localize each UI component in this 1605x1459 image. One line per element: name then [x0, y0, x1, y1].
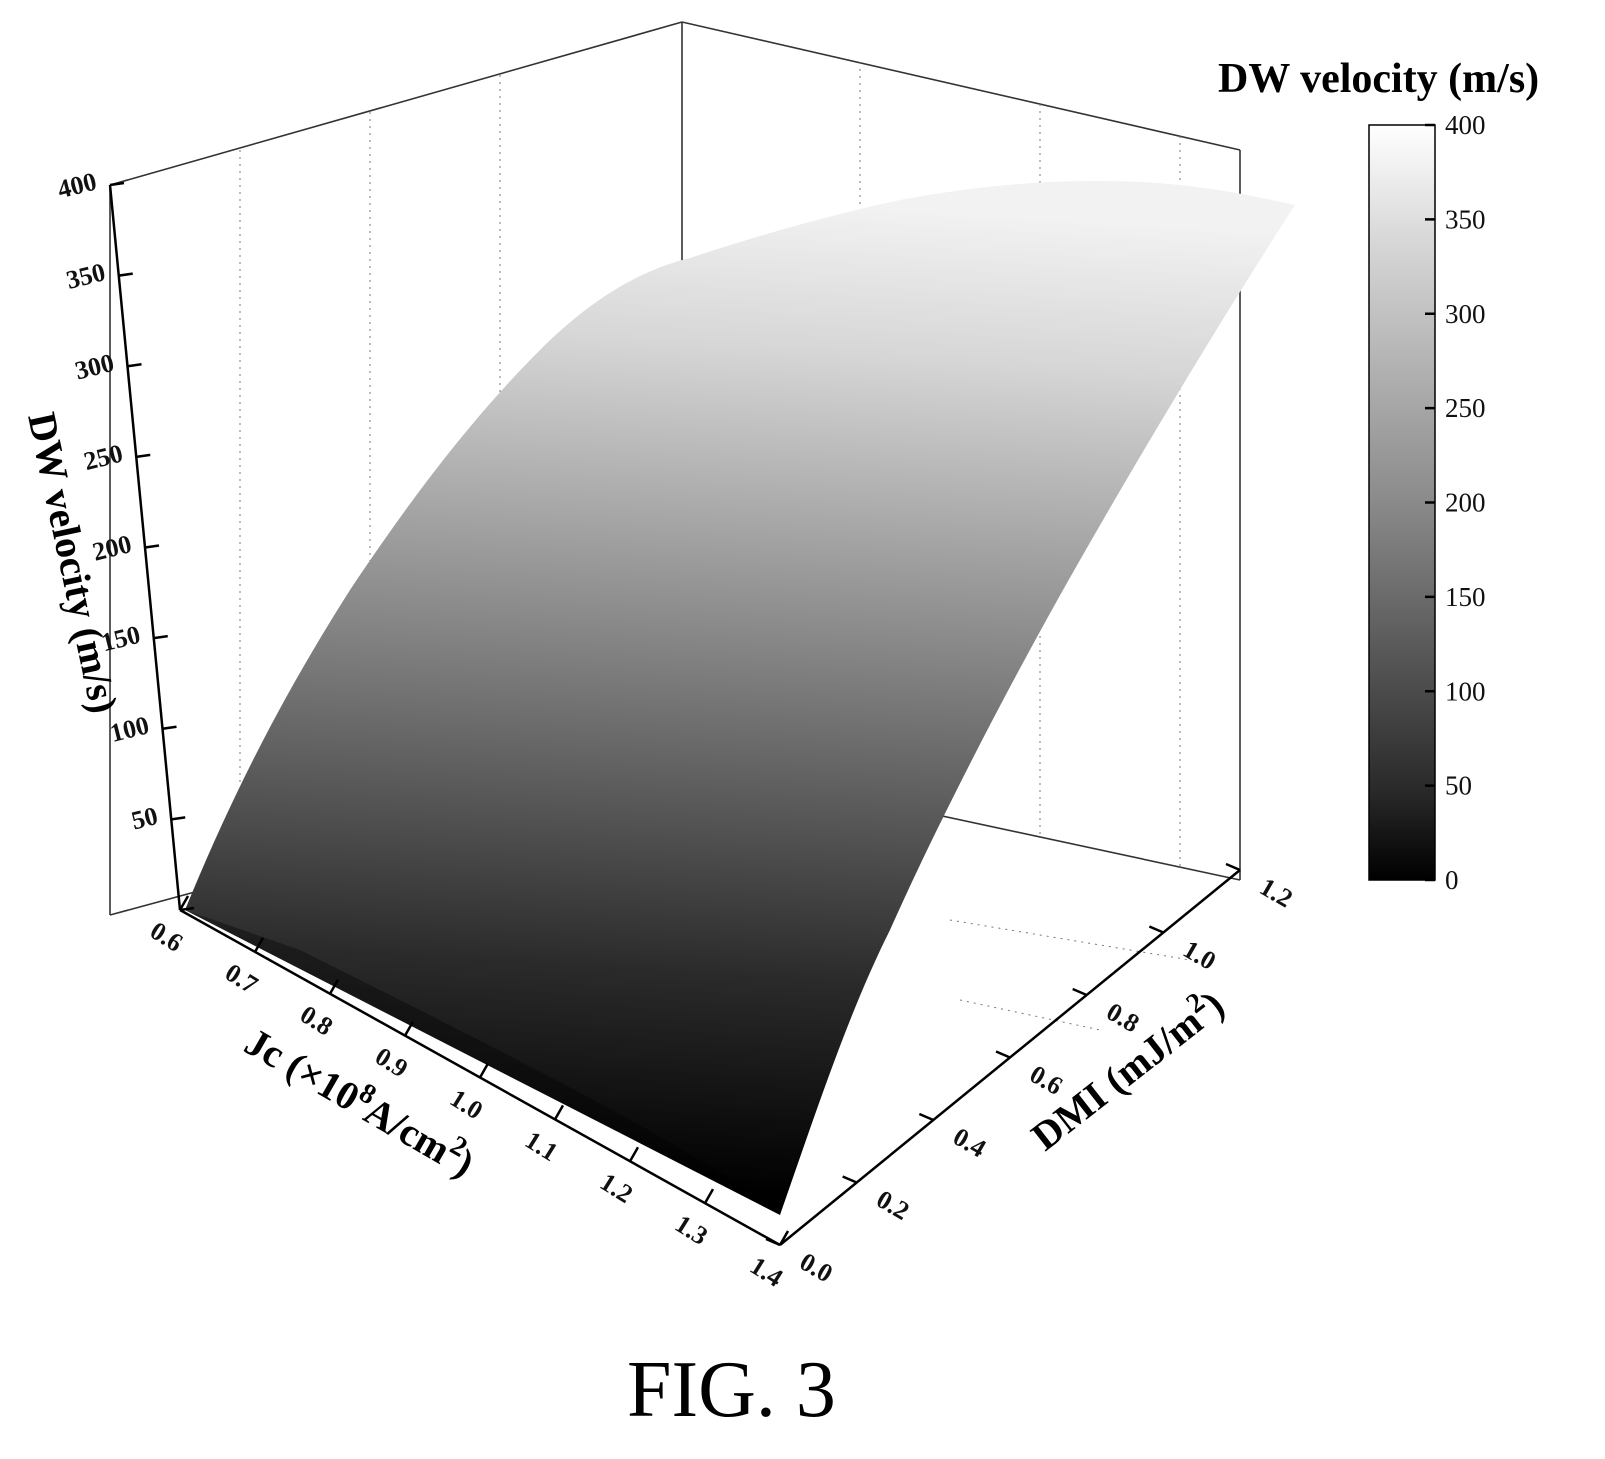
y-tick-label: 1.2	[1255, 872, 1298, 913]
y-tick-mark	[918, 1112, 934, 1122]
x-tick-label: 0.6	[145, 916, 188, 958]
x-tick-label: 0.8	[295, 1000, 338, 1042]
colorbar-tick-label: 350	[1445, 204, 1486, 234]
z-tick-label: 400	[55, 167, 100, 205]
z-tick-label: 50	[128, 801, 160, 835]
z-tick-mark	[162, 725, 177, 730]
x-tick-mark	[403, 1021, 415, 1037]
x-tick-label: 1.4	[745, 1251, 788, 1293]
x-tick-label: 0.7	[220, 958, 263, 1000]
z-tick-label: 100	[107, 710, 152, 748]
colorbar: DW velocity (m/s) 0 50 100 150 200 250 300 350 4…	[1218, 56, 1539, 895]
y-tick-label: 0.2	[872, 1184, 915, 1225]
z-tick-label: 250	[81, 439, 126, 477]
grid-line	[959, 999, 1101, 1031]
z-tick-mark	[153, 634, 168, 640]
colorbar-tick-label: 250	[1445, 393, 1486, 423]
colorbar-tick-label: 150	[1445, 582, 1486, 612]
x-tick-label: 0.9	[370, 1042, 413, 1084]
figure-caption: FIG. 3	[627, 1346, 836, 1434]
z-tick-mark	[127, 363, 142, 368]
y-tick-mark	[765, 1237, 781, 1247]
colorbar-tick-label: 400	[1445, 110, 1486, 140]
x-tick-mark	[328, 979, 340, 995]
y-tick-label: 1.0	[1178, 934, 1221, 975]
y-tick-mark	[1148, 925, 1164, 934]
colorbar-ticks: 0 50 100 150 200 250 300 350 400	[1425, 110, 1486, 895]
colorbar-tick-label: 100	[1445, 676, 1486, 706]
x-tick-label: 1.1	[520, 1125, 563, 1167]
z-tick-mark	[136, 453, 151, 459]
y-tick-mark	[1072, 987, 1088, 997]
z-tick-mark	[144, 544, 160, 549]
surface-patch	[185, 180, 1295, 1215]
top-left-back-edge	[109, 21, 683, 186]
x-tick-mark	[178, 895, 190, 911]
top-right-back-edge	[681, 21, 1241, 151]
y-tick-label: 0.0	[795, 1247, 838, 1288]
z-tick-label: 350	[63, 257, 108, 295]
x-tick-label: 1.3	[670, 1209, 713, 1251]
y-tick-label: 0.8	[1102, 997, 1145, 1038]
y-tick-mark	[995, 1050, 1011, 1059]
y-tick-mark	[1225, 862, 1241, 872]
colorbar-tick-label: 0	[1445, 865, 1459, 895]
z-tick-mark	[179, 906, 195, 912]
y-tick-label: 0.4	[948, 1122, 991, 1163]
x-tick-mark	[628, 1146, 640, 1162]
z-tick-mark	[171, 816, 186, 821]
colorbar-tick-label: 200	[1445, 488, 1486, 518]
z-tick-mark	[118, 272, 133, 277]
x-tick-mark	[778, 1230, 790, 1246]
colorbar-tick-label: 300	[1445, 299, 1486, 329]
x-tick-label: 1.0	[445, 1083, 488, 1125]
x-tick-mark	[703, 1188, 715, 1204]
x-tick-mark	[253, 937, 265, 953]
z-tick-mark	[109, 181, 125, 187]
colorbar-tick-label: 50	[1445, 771, 1472, 801]
x-axis-label-main: Jc (×10	[238, 1019, 368, 1120]
colorbar-title: DW velocity (m/s)	[1218, 56, 1539, 102]
x-tick-mark	[478, 1062, 490, 1079]
x-tick-mark	[553, 1104, 565, 1120]
x-axis-label-unit: A/cm	[357, 1088, 458, 1173]
y-tick-mark	[842, 1175, 858, 1184]
x-tick-label: 1.2	[595, 1167, 638, 1209]
